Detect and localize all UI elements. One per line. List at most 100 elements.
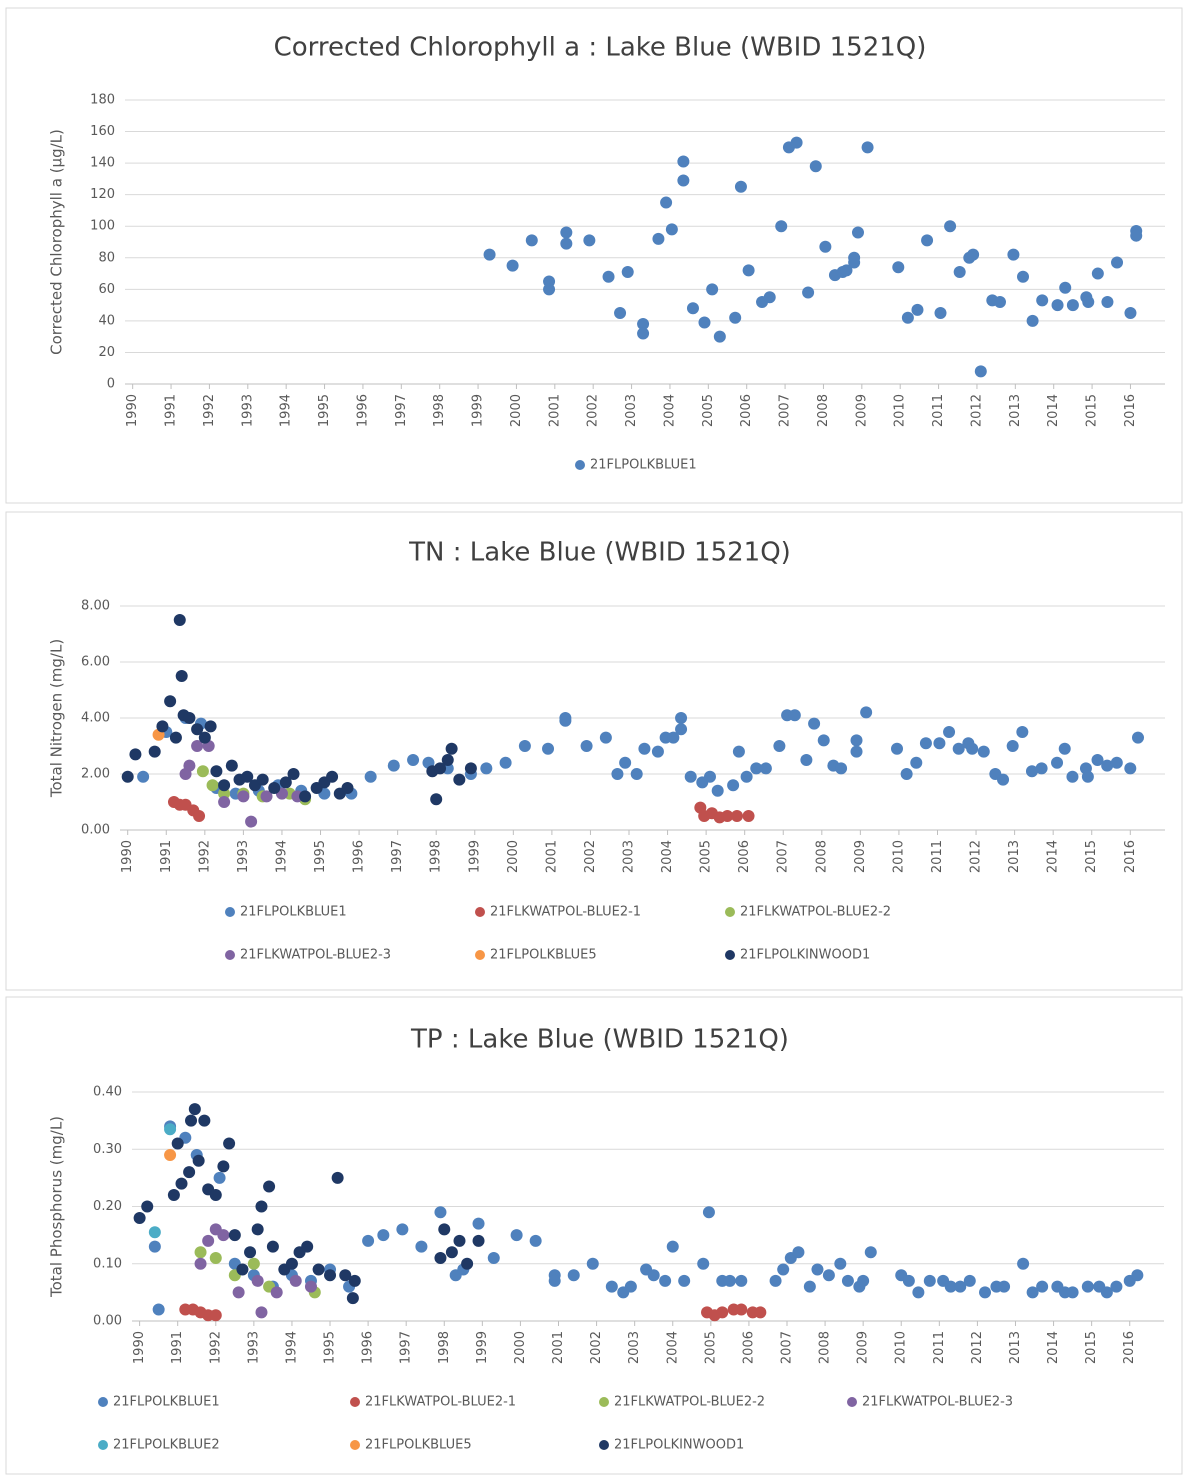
x-tick-label: 2013 xyxy=(1008,394,1023,427)
legend-marker xyxy=(599,1440,609,1450)
point xyxy=(326,770,339,783)
point xyxy=(993,295,1006,308)
y-axis-title: Total Phosphorus (mg/L) xyxy=(48,1116,66,1298)
point xyxy=(510,1229,523,1242)
point xyxy=(137,770,150,783)
point xyxy=(196,765,209,778)
point xyxy=(346,1292,359,1305)
point xyxy=(285,1257,298,1270)
y-tick-label: 8.00 xyxy=(81,599,110,614)
x-tick-label: 1995 xyxy=(313,840,328,873)
point xyxy=(175,1177,188,1190)
point xyxy=(773,740,786,752)
point xyxy=(364,770,377,783)
x-tick-label: 1994 xyxy=(274,840,289,873)
x-tick-label: 1998 xyxy=(437,1331,452,1364)
point xyxy=(840,264,853,277)
x-tick-label: 2002 xyxy=(589,1331,604,1364)
y-tick-label: 160 xyxy=(90,124,115,139)
y-tick-label: 4.00 xyxy=(81,711,110,726)
x-tick-label: 2004 xyxy=(662,394,677,427)
point xyxy=(1081,1280,1094,1293)
point xyxy=(453,1234,466,1247)
x-tick-label: 2006 xyxy=(741,1331,756,1364)
point xyxy=(209,1189,222,1202)
point xyxy=(438,1223,451,1236)
point xyxy=(341,782,354,794)
point xyxy=(483,248,496,261)
point xyxy=(133,1211,146,1224)
y-tick-label: 0.30 xyxy=(93,1142,122,1157)
point xyxy=(548,1274,561,1287)
point xyxy=(1017,270,1030,283)
point xyxy=(1016,726,1029,738)
point xyxy=(1036,294,1049,307)
point xyxy=(621,265,634,278)
point xyxy=(191,740,204,752)
point xyxy=(559,714,572,727)
point xyxy=(217,1229,230,1242)
point xyxy=(567,1269,580,1282)
x-tick-label: 2005 xyxy=(701,394,716,427)
x-tick-label: 2000 xyxy=(513,1331,528,1364)
point xyxy=(218,779,231,792)
y-tick-label: 100 xyxy=(90,219,115,234)
point xyxy=(802,286,815,299)
x-tick-label: 2009 xyxy=(856,1331,871,1364)
point xyxy=(256,773,269,786)
x-tick-label: 2009 xyxy=(853,840,868,873)
point xyxy=(580,740,593,752)
x-tick-label: 1995 xyxy=(323,1331,338,1364)
x-tick-label: 2007 xyxy=(776,840,791,873)
point xyxy=(713,330,726,343)
point xyxy=(850,745,863,758)
chart-title: Corrected Chlorophyll a : Lake Blue (WBI… xyxy=(274,33,927,63)
point xyxy=(121,770,134,783)
point xyxy=(912,1286,925,1299)
point xyxy=(506,259,519,272)
x-tick-label: 1993 xyxy=(246,1331,261,1364)
x-tick-label: 2016 xyxy=(1123,394,1138,427)
point xyxy=(850,734,863,747)
point xyxy=(697,1257,710,1270)
point xyxy=(1007,248,1020,261)
point xyxy=(602,270,615,283)
y-tick-label: 6.00 xyxy=(81,655,110,670)
y-tick-label: 140 xyxy=(90,156,115,171)
point xyxy=(129,748,142,761)
point xyxy=(1025,765,1038,778)
point xyxy=(434,1252,447,1265)
y-tick-label: 0 xyxy=(107,377,115,392)
panel-border xyxy=(5,7,1183,504)
point xyxy=(727,779,740,792)
point xyxy=(209,1309,222,1322)
point xyxy=(977,745,990,758)
point xyxy=(775,220,788,233)
point xyxy=(769,1274,782,1287)
point xyxy=(1017,1257,1030,1270)
point xyxy=(911,303,924,316)
point xyxy=(560,237,573,250)
point xyxy=(711,784,724,797)
point xyxy=(698,316,711,329)
point xyxy=(860,706,873,719)
point xyxy=(487,1252,500,1265)
point xyxy=(822,1269,835,1282)
point xyxy=(851,226,864,239)
legend-label: 21FLPOLKINWOOD1 xyxy=(740,948,870,963)
x-tick-label: 1990 xyxy=(132,1331,147,1364)
legend-marker xyxy=(98,1440,108,1450)
x-tick-label: 1990 xyxy=(125,394,140,427)
point xyxy=(260,790,273,803)
point xyxy=(665,223,678,236)
point xyxy=(835,762,848,775)
legend-label: 21FLPOLKBLUE5 xyxy=(490,948,597,963)
point xyxy=(817,734,830,747)
point xyxy=(811,1263,824,1276)
point xyxy=(188,1103,201,1116)
y-tick-label: 120 xyxy=(90,187,115,202)
point xyxy=(834,1257,847,1270)
point xyxy=(362,1234,375,1247)
point xyxy=(560,226,573,239)
legend-label: 21FLPOLKBLUE1 xyxy=(240,905,347,920)
